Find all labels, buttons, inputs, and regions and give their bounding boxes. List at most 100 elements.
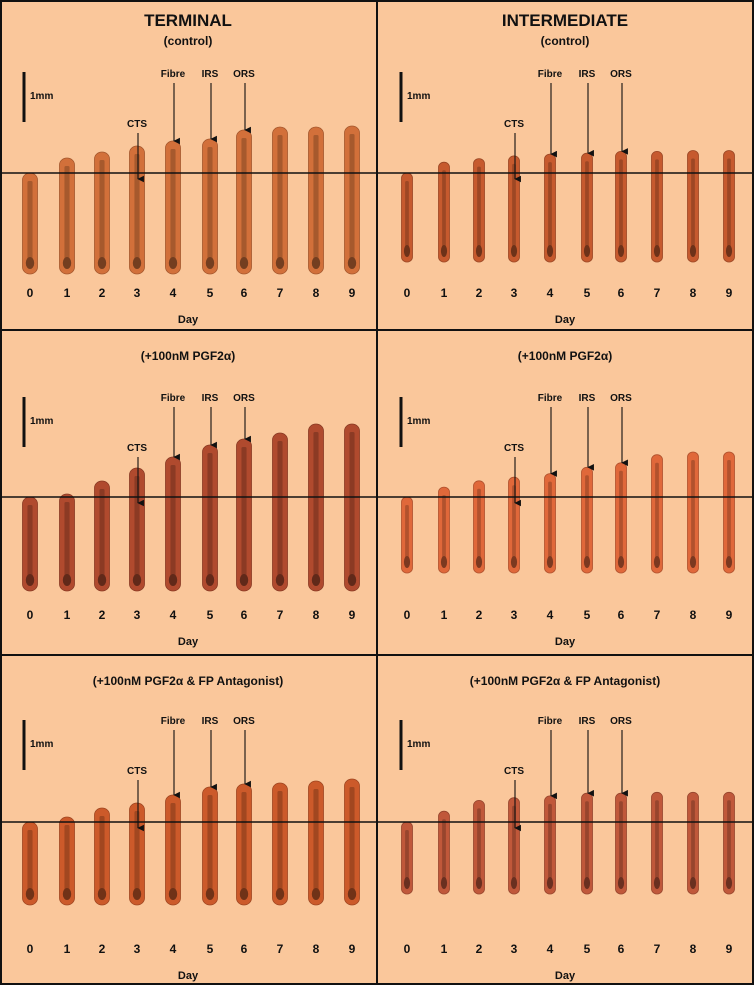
- hair-bulb: [62, 257, 72, 269]
- marker-label-fibre: Fibre: [161, 69, 186, 80]
- day-tick-label: 7: [277, 942, 284, 956]
- hair-shaft: [512, 163, 516, 254]
- day-tick-label: 9: [726, 942, 733, 956]
- day-tick-label: 9: [726, 286, 733, 300]
- day-tick-label: 1: [441, 942, 448, 956]
- marker-label-fibre: Fibre: [161, 393, 186, 404]
- marker-label-ors: ORS: [610, 393, 632, 404]
- day-tick-label: 3: [511, 286, 518, 300]
- marker-label-cts: CTS: [127, 443, 147, 454]
- hair-shaft: [585, 475, 589, 565]
- day-tick-label: 6: [241, 286, 248, 300]
- hair-bulb: [617, 245, 625, 257]
- hair-bulb: [132, 257, 142, 269]
- hair-bulb: [311, 574, 321, 586]
- hair-shaft: [727, 158, 731, 254]
- hair-bulb: [510, 556, 518, 568]
- hair-bulb: [725, 556, 733, 568]
- scale-bar-label: 1mm: [30, 91, 53, 102]
- hair-shaft: [134, 154, 140, 266]
- hair-bulb: [546, 877, 554, 889]
- hair-shaft: [585, 801, 589, 886]
- panel-intermediate-3: (+100nM PGF2α & FP Antagonist) 1mm CTS Fibr…: [377, 674, 754, 982]
- day-tick-label: 5: [207, 942, 214, 956]
- marker-label-cts: CTS: [127, 119, 147, 130]
- day-tick-label: 1: [64, 608, 71, 622]
- hair-bulb: [311, 888, 321, 900]
- day-tick-label: 4: [170, 608, 177, 622]
- hair-shaft: [313, 432, 319, 583]
- x-axis-label: Day: [555, 636, 576, 648]
- day-tick-label: 1: [64, 942, 71, 956]
- day-tick-label: 3: [511, 942, 518, 956]
- hair-shaft: [619, 470, 623, 565]
- hair-shaft: [619, 801, 623, 886]
- scale-bar-label: 1mm: [407, 91, 430, 102]
- hair-shaft: [691, 460, 695, 565]
- hair-bulb: [25, 888, 35, 900]
- hair-shaft: [548, 481, 552, 565]
- hair-bulb: [403, 877, 411, 889]
- marker-label-ors: ORS: [233, 716, 255, 727]
- hair-shaft: [27, 181, 33, 266]
- scale-bar-label: 1mm: [30, 739, 53, 750]
- hair-bulb: [205, 257, 215, 269]
- x-axis-label: Day: [555, 314, 576, 326]
- hair-shaft: [27, 830, 33, 897]
- hair-bulb: [25, 257, 35, 269]
- hair-bulb: [97, 257, 107, 269]
- day-tick-label: 7: [654, 942, 661, 956]
- day-tick-label: 0: [404, 608, 411, 622]
- day-tick-label: 1: [441, 608, 448, 622]
- hair-bulb: [97, 574, 107, 586]
- day-tick-label: 7: [277, 286, 284, 300]
- hair-shaft: [619, 159, 623, 254]
- hair-bulb: [689, 556, 697, 568]
- hair-shaft: [548, 162, 552, 254]
- hair-bulb: [239, 574, 249, 586]
- marker-label-cts: CTS: [504, 119, 524, 130]
- hair-shaft: [277, 135, 283, 266]
- hair-shaft: [442, 819, 446, 886]
- hair-shaft: [99, 489, 105, 583]
- panel-terminal-2: (+100nM PGF2α) 1mm CTS Fibre IRS ORS 0 1 2 3 4 5 6 7 8…: [0, 349, 377, 648]
- hair-shaft: [655, 800, 659, 886]
- panel-intermediate-2: (+100nM PGF2α) 1mm CTS Fibre IRS ORS 0 1 2 3 4 5 6 7 8…: [377, 349, 754, 648]
- day-tick-label: 3: [134, 942, 141, 956]
- hair-shaft: [477, 488, 481, 565]
- day-tick-label: 5: [207, 608, 214, 622]
- hair-shaft: [477, 808, 481, 886]
- hair-bulb: [62, 888, 72, 900]
- day-tick-label: 9: [349, 608, 356, 622]
- day-tick-label: 7: [654, 608, 661, 622]
- hair-bulb: [25, 574, 35, 586]
- hair-shaft: [207, 147, 213, 266]
- column-title: INTERMEDIATE: [502, 11, 628, 30]
- day-tick-label: 4: [547, 942, 554, 956]
- day-tick-label: 0: [404, 286, 411, 300]
- hair-bulb: [510, 877, 518, 889]
- day-tick-label: 4: [170, 286, 177, 300]
- panel-terminal-3: (+100nM PGF2α & FP Antagonist) 1mm CTS Fibr…: [0, 674, 377, 982]
- condition-label: (control): [541, 34, 590, 48]
- x-axis-label: Day: [555, 970, 576, 982]
- hair-shaft: [727, 460, 731, 565]
- day-tick-label: 8: [313, 942, 320, 956]
- hair-shaft: [170, 803, 176, 897]
- marker-label-ors: ORS: [610, 69, 632, 80]
- hair-bulb: [546, 556, 554, 568]
- day-tick-label: 3: [134, 608, 141, 622]
- hair-shaft: [442, 170, 446, 254]
- hair-shaft: [241, 792, 247, 897]
- day-tick-label: 8: [313, 286, 320, 300]
- marker-label-irs: IRS: [202, 69, 219, 80]
- hair-bulb: [689, 877, 697, 889]
- hair-bulb: [132, 574, 142, 586]
- hair-bulb: [275, 888, 285, 900]
- hair-shaft: [64, 166, 70, 266]
- hair-bulb: [168, 257, 178, 269]
- day-tick-label: 3: [511, 608, 518, 622]
- day-tick-label: 9: [349, 286, 356, 300]
